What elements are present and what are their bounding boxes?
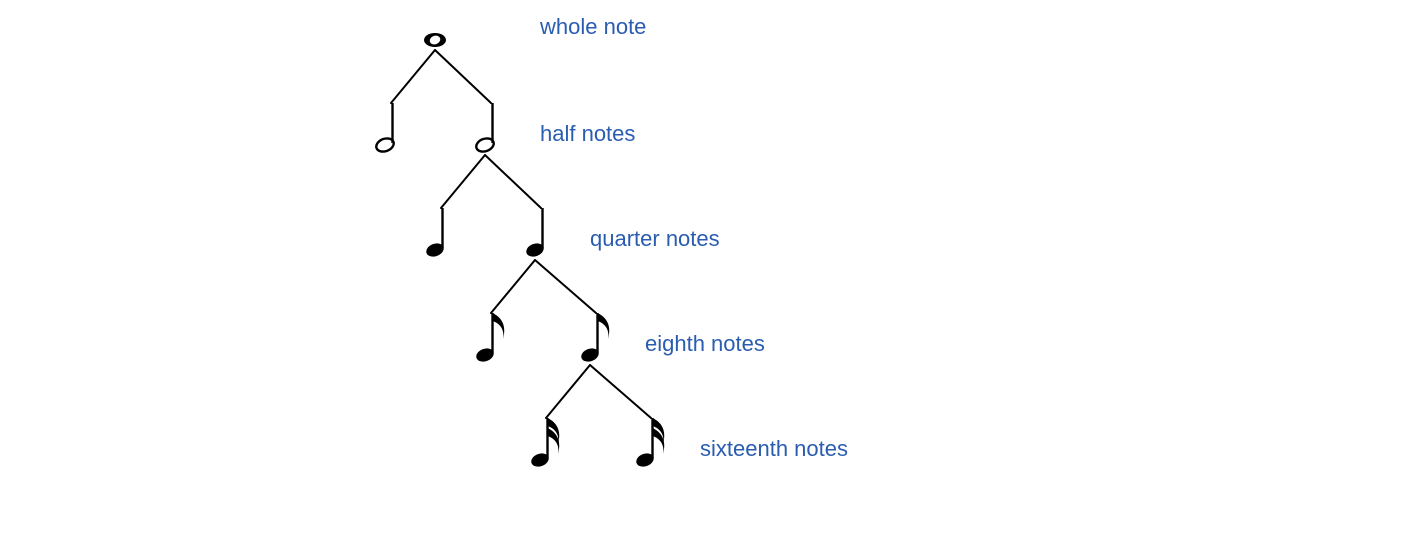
tree-edge [535, 260, 596, 313]
level-label: half notes [540, 121, 635, 147]
tree-edge [441, 155, 485, 208]
note-tree-diagram: whole note half notes quarter notes eighth … [0, 0, 1406, 550]
level-label: whole note [540, 14, 646, 40]
quarter-note-icon [424, 208, 445, 259]
eighth-note-icon [579, 313, 609, 364]
tree-edge [546, 365, 590, 418]
quarter-note-icon [524, 208, 545, 259]
level-label: quarter notes [590, 226, 720, 252]
sixteenth-note-icon [529, 418, 559, 469]
sixteenth-note-icon [634, 418, 664, 469]
tree-edge [391, 50, 435, 103]
tree-edge [485, 155, 541, 208]
tree-edge [590, 365, 651, 418]
half-note-icon [374, 103, 395, 154]
tree-edge [491, 260, 535, 313]
tree-edge [435, 50, 491, 103]
half-note-icon [474, 103, 495, 154]
level-label: sixteenth notes [700, 436, 848, 462]
whole-note-icon [424, 33, 446, 47]
level-label: eighth notes [645, 331, 765, 357]
eighth-note-icon [474, 313, 504, 364]
tree-svg [0, 0, 1406, 550]
